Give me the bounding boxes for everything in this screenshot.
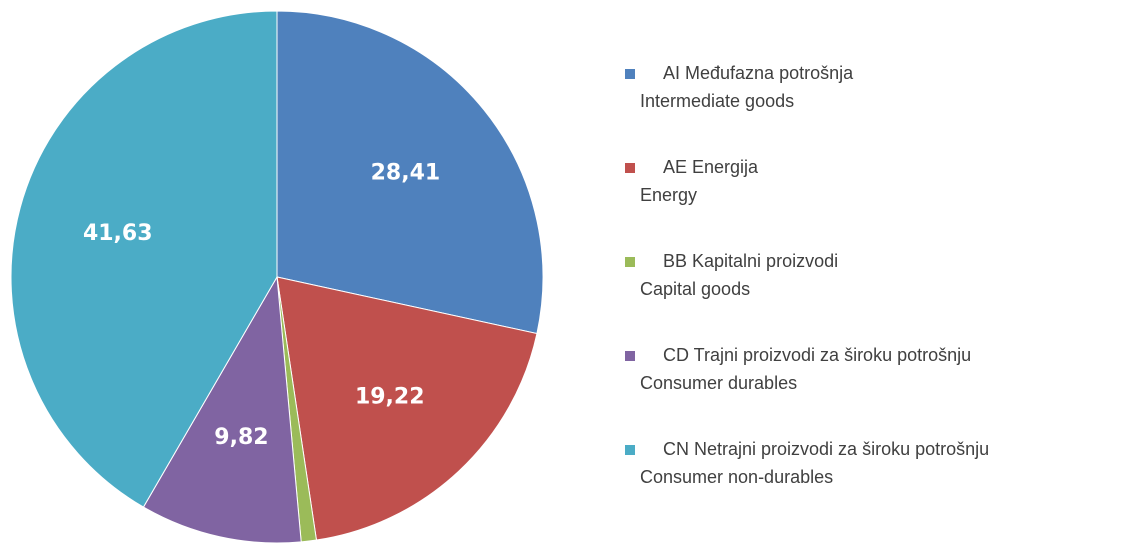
pie-slice <box>276 10 544 335</box>
data-label: 41,63 <box>83 221 153 246</box>
legend-swatch <box>625 445 635 455</box>
legend-label: Energy <box>640 185 697 205</box>
legend-label: BB Kapitalni proizvodi <box>663 251 838 271</box>
legend-label: AE Energija <box>663 157 759 177</box>
data-label: 9,82 <box>214 425 268 450</box>
legend-label: CD Trajni proizvodi za široku potrošnju <box>663 345 971 365</box>
legend-label: Consumer durables <box>640 373 797 393</box>
pie-slice <box>10 10 278 508</box>
legend-label: CN Netrajni proizvodi za široku potrošnj… <box>663 439 989 459</box>
data-label: 19,22 <box>355 384 425 409</box>
pie-slice <box>276 276 538 541</box>
pie-slice <box>142 275 302 544</box>
data-label: 28,41 <box>371 161 441 186</box>
legend-label: Capital goods <box>640 279 750 299</box>
legend-swatch <box>625 351 635 361</box>
legend-swatch <box>625 163 635 173</box>
legend-label: AI Međufazna potrošnja <box>663 63 854 83</box>
legend-label: Intermediate goods <box>640 91 794 111</box>
legend-swatch <box>625 257 635 267</box>
legend-label: Consumer non-durables <box>640 467 833 487</box>
legend-swatch <box>625 69 635 79</box>
